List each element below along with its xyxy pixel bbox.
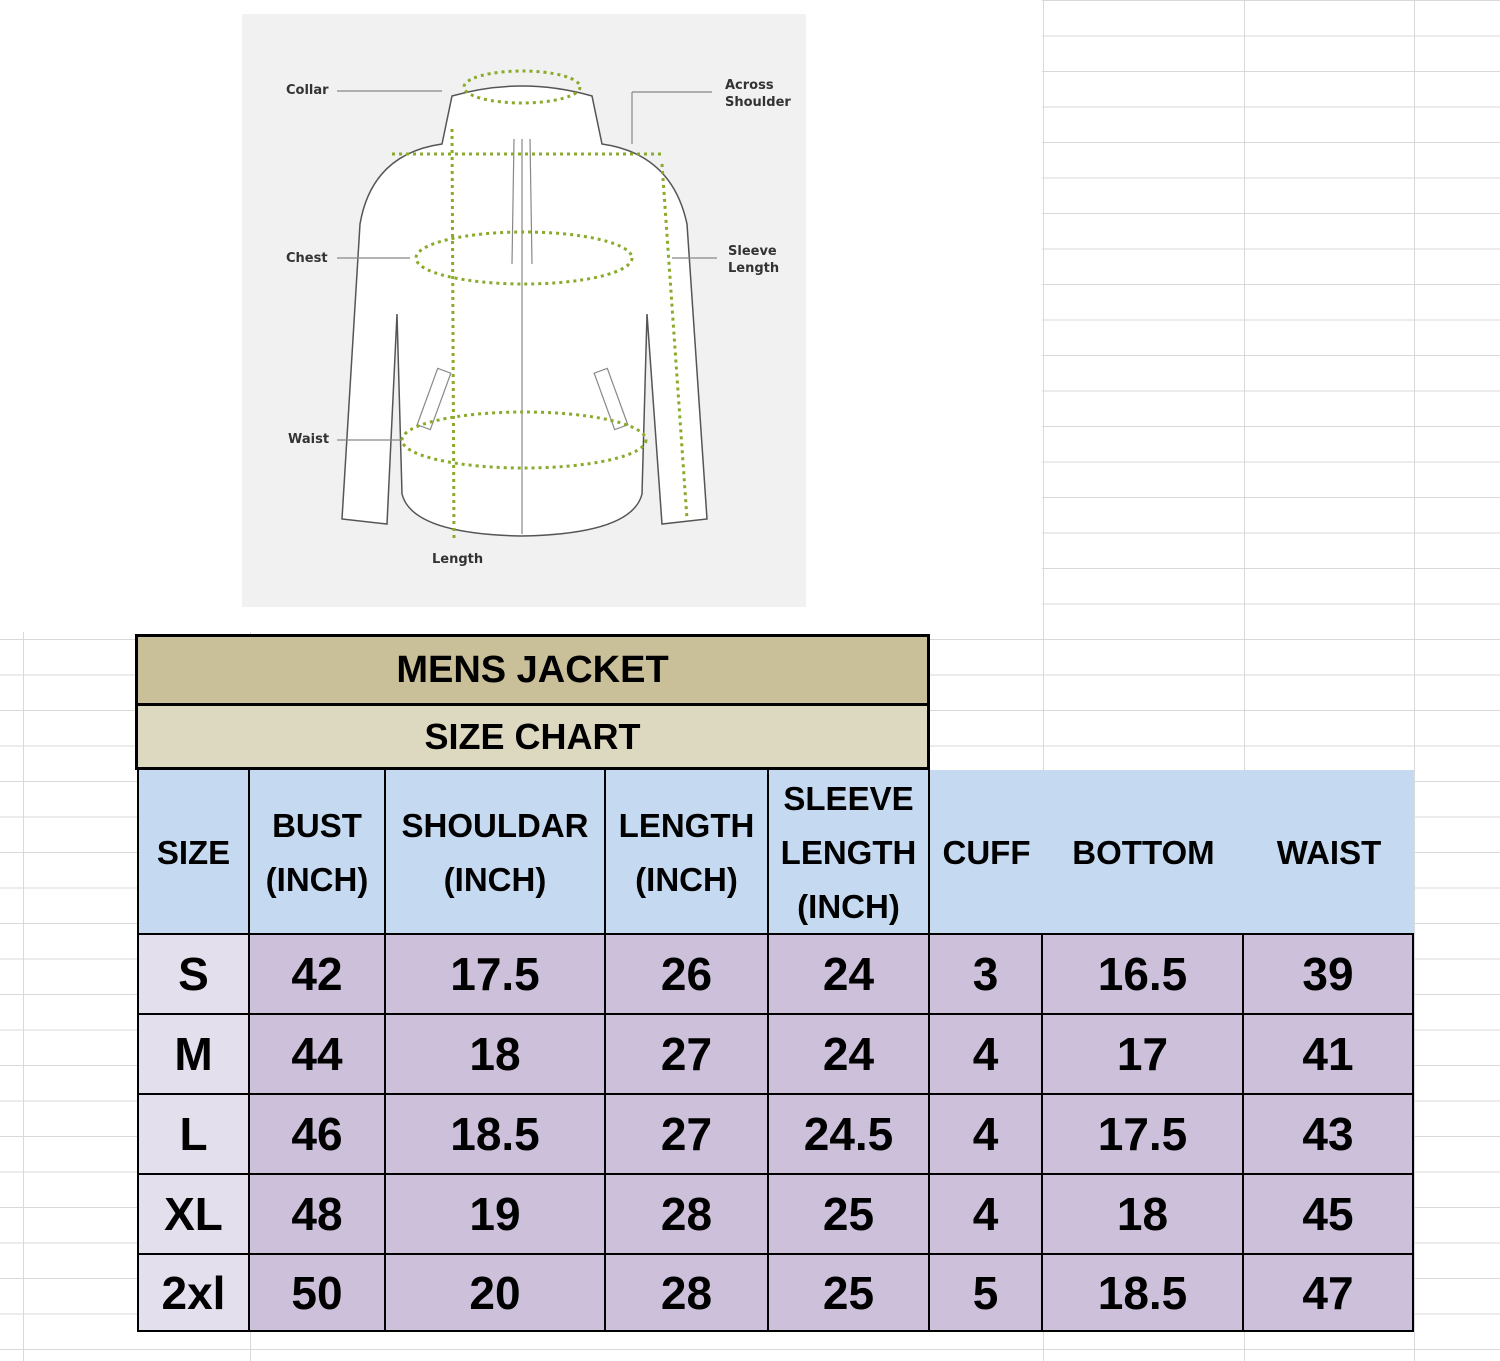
value-cell: 17	[1043, 1015, 1244, 1095]
column-header: BOTTOM	[1043, 770, 1244, 935]
header-line: BOTTOM	[1072, 833, 1215, 871]
column-header: CUFF	[930, 770, 1043, 935]
table-title: MENS JACKET	[135, 634, 930, 706]
label-length: Length	[432, 552, 484, 567]
header-border	[137, 933, 1414, 935]
value-cell: 24	[769, 1015, 930, 1095]
value-cell: 27	[606, 1015, 769, 1095]
grid-line	[1414, 0, 1415, 1361]
value-cell: 18.5	[386, 1095, 606, 1175]
value-cell: 48	[250, 1175, 386, 1255]
header-line: (INCH)	[443, 860, 547, 898]
size-cell: M	[137, 1015, 250, 1095]
value-cell: 47	[1244, 1255, 1414, 1332]
value-cell: 17.5	[1043, 1095, 1244, 1175]
value-cell: 4	[930, 1015, 1043, 1095]
value-cell: 20	[386, 1255, 606, 1332]
value-cell: 28	[606, 1175, 769, 1255]
header-line: SLEEVE	[783, 779, 914, 817]
value-cell: 26	[606, 935, 769, 1015]
label-across-shoulder-2: Shoulder	[725, 95, 791, 110]
size-cell: L	[137, 1095, 250, 1175]
grid-line	[1043, 0, 1044, 1361]
label-waist: Waist	[288, 432, 330, 447]
value-cell: 45	[1244, 1175, 1414, 1255]
value-cell: 24.5	[769, 1095, 930, 1175]
value-cell: 17.5	[386, 935, 606, 1015]
header-line: BUST	[272, 806, 362, 844]
value-cell: 4	[930, 1175, 1043, 1255]
value-cell: 44	[250, 1015, 386, 1095]
label-chest: Chest	[286, 251, 328, 266]
value-cell: 42	[250, 935, 386, 1015]
column-header: SHOULDAR (INCH)	[386, 770, 606, 935]
value-cell: 3	[930, 935, 1043, 1015]
value-cell: 4	[930, 1095, 1043, 1175]
size-cell: XL	[137, 1175, 250, 1255]
label-sleeve-1: Sleeve	[728, 244, 777, 259]
header-line: LENGTH	[780, 833, 917, 871]
value-cell: 39	[1244, 935, 1414, 1015]
header-line: (INCH)	[797, 887, 900, 925]
column-header: SLEEVE LENGTH (INCH)	[769, 770, 930, 935]
grid-line	[23, 0, 24, 1361]
column-header: LENGTH (INCH)	[606, 770, 769, 935]
column-header: BUST (INCH)	[250, 770, 386, 935]
label-collar: Collar	[286, 83, 329, 98]
value-cell: 16.5	[1043, 935, 1244, 1015]
label-across-shoulder-1: Across	[725, 78, 774, 93]
jacket-measurement-diagram: Collar Across Shoulder Chest Sleeve Leng…	[242, 14, 806, 607]
value-cell: 41	[1244, 1015, 1414, 1095]
table-subtitle: SIZE CHART	[135, 706, 930, 770]
value-cell: 18.5	[1043, 1255, 1244, 1332]
column-header: WAIST	[1244, 770, 1414, 935]
header-line: (INCH)	[265, 860, 369, 898]
value-cell: 24	[769, 935, 930, 1015]
value-cell: 19	[386, 1175, 606, 1255]
value-cell: 46	[250, 1095, 386, 1175]
header-line: CUFF	[942, 833, 1031, 871]
header-line: (INCH)	[635, 860, 738, 898]
value-cell: 5	[930, 1255, 1043, 1332]
size-cell: 2xl	[137, 1255, 250, 1332]
value-cell: 28	[606, 1255, 769, 1332]
header-line: LENGTH	[618, 806, 755, 844]
header-line: SIZE	[156, 833, 231, 871]
value-cell: 18	[1043, 1175, 1244, 1255]
value-cell: 43	[1244, 1095, 1414, 1175]
jacket-illustration	[337, 69, 717, 540]
grid-line	[1244, 0, 1245, 1361]
header-line: WAIST	[1276, 833, 1382, 871]
label-sleeve-2: Length	[728, 261, 780, 276]
value-cell: 50	[250, 1255, 386, 1332]
header-line: SHOULDAR	[401, 806, 589, 844]
size-cell: S	[137, 935, 250, 1015]
value-cell: 25	[769, 1175, 930, 1255]
value-cell: 25	[769, 1255, 930, 1332]
value-cell: 27	[606, 1095, 769, 1175]
column-header: SIZE	[137, 770, 250, 935]
value-cell: 18	[386, 1015, 606, 1095]
